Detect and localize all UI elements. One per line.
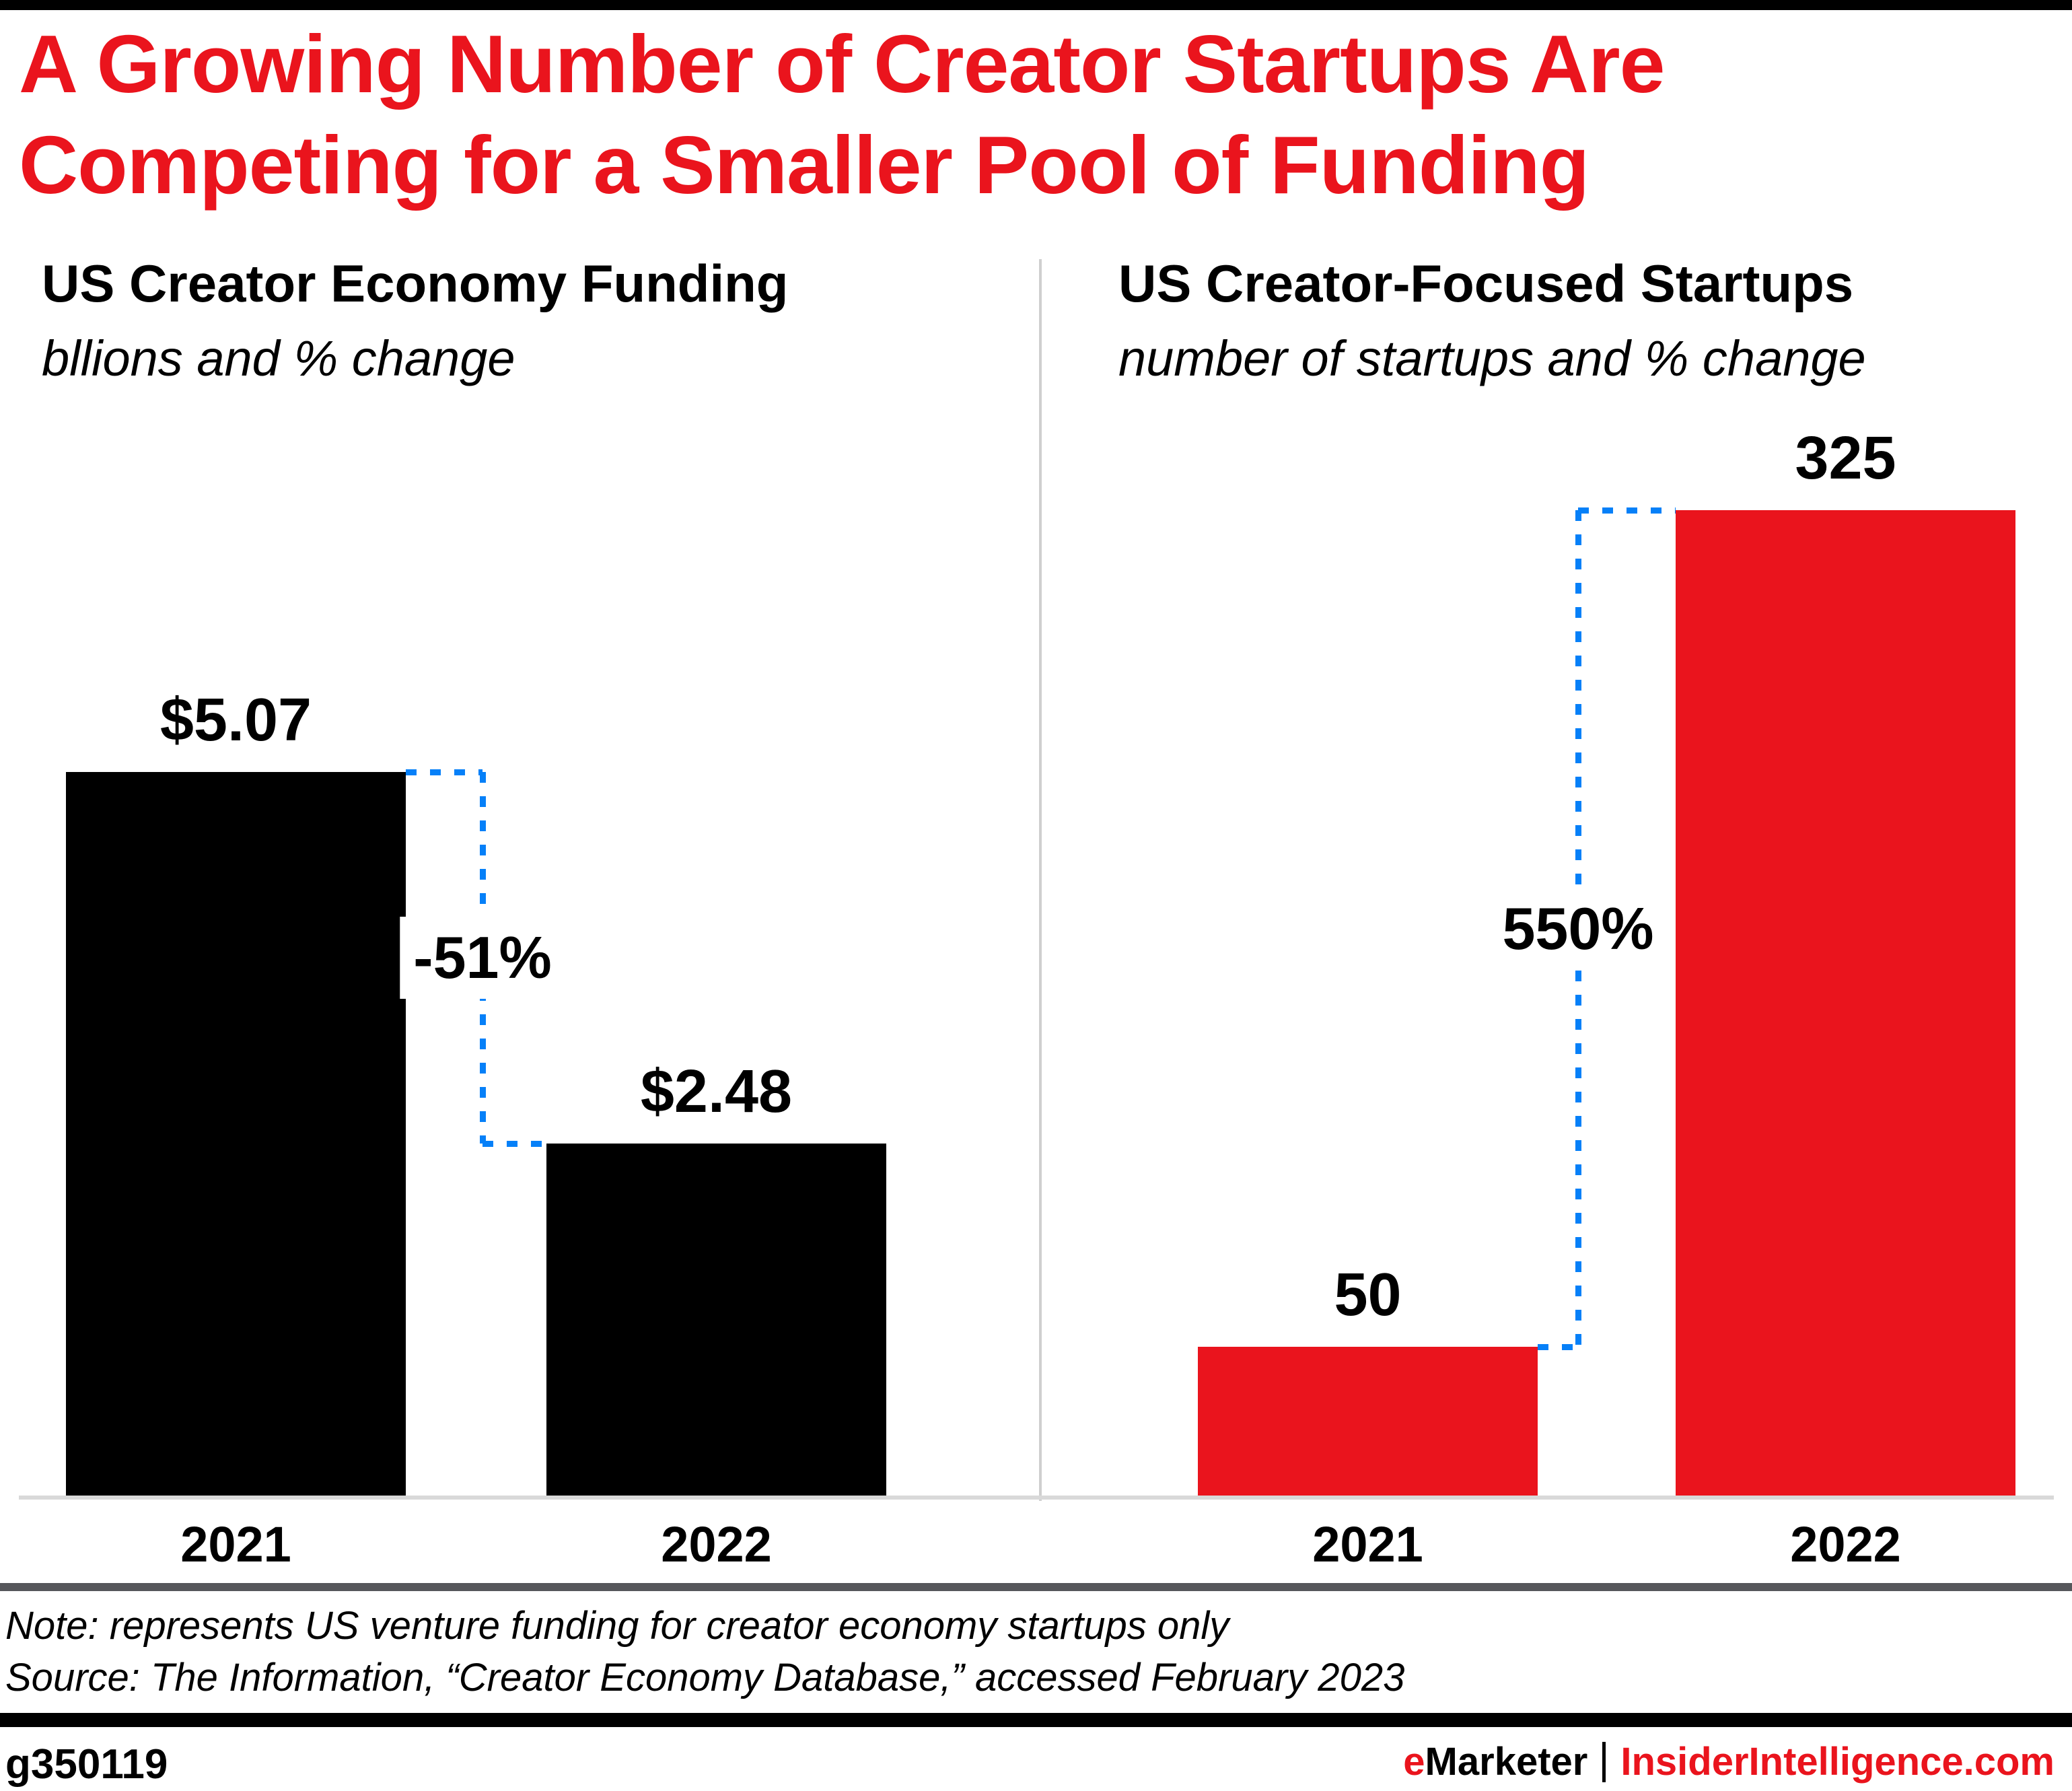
panel-divider-line: [1039, 259, 1042, 1501]
note-divider-rule: [0, 1583, 2072, 1591]
x-axis-baseline: [19, 1496, 2054, 1500]
right-panel-heading: US Creator-Focused Startups: [1118, 254, 1854, 313]
connector-dashed-line: [483, 1141, 546, 1147]
value-label-2021-funding: $5.07: [159, 687, 312, 754]
note-text: Note: represents US venture funding for …: [5, 1604, 1229, 1648]
chart-id: g350119: [5, 1741, 168, 1788]
value-label-2021-startups: 50: [1334, 1261, 1402, 1329]
connector-dashed-line: [406, 769, 483, 775]
source-text: Source: The Information, “Creator Econom…: [5, 1655, 1405, 1699]
category-label-2021-funding: 2021: [180, 1516, 291, 1572]
bar-2022-funding: [546, 1144, 886, 1499]
brand-divider: [1602, 1741, 1606, 1782]
brand-emarketer-rest: Marketer: [1425, 1740, 1588, 1784]
category-label-2022-startups: 2022: [1790, 1516, 1901, 1572]
value-label-2022-funding: $2.48: [640, 1058, 793, 1125]
brand-emarketer: eMarketer: [1403, 1739, 1587, 1784]
chart-title: A Growing Number of Creator Startups Are…: [19, 13, 2051, 215]
bar-2021-funding: [66, 772, 406, 1499]
left-panel-subtitle: bllions and % change: [42, 330, 515, 386]
top-accent-bar: [0, 0, 2072, 10]
brand-emarketer-accent: e: [1403, 1740, 1425, 1784]
chart-title-line2: Competing for a Smaller Pool of Funding: [19, 119, 1589, 211]
pct-change-label-funding: -51%: [400, 917, 565, 999]
notes-block: Note: represents US venture funding for …: [5, 1601, 1890, 1704]
bar-2021-startups: [1198, 1347, 1538, 1499]
bar-2022-startups: [1676, 510, 2015, 1499]
connector-dashed-line: [1578, 507, 1676, 514]
brand-site-link[interactable]: InsiderIntelligence.com: [1620, 1740, 2055, 1784]
pct-change-label-startups: 550%: [1489, 888, 1668, 970]
brand-lockup: eMarketer InsiderIntelligence.com: [1403, 1739, 2055, 1784]
chart-title-line1: A Growing Number of Creator Startups Are: [19, 18, 1665, 110]
category-label-2022-funding: 2022: [661, 1516, 772, 1572]
category-label-2021-startups: 2021: [1312, 1516, 1423, 1572]
left-panel-heading: US Creator Economy Funding: [42, 254, 789, 313]
value-label-2022-startups: 325: [1795, 425, 1896, 492]
footer-separator-bar: [0, 1713, 2072, 1727]
right-panel-subtitle: number of startups and % change: [1118, 330, 1866, 386]
connector-dashed-line: [1538, 1344, 1578, 1350]
